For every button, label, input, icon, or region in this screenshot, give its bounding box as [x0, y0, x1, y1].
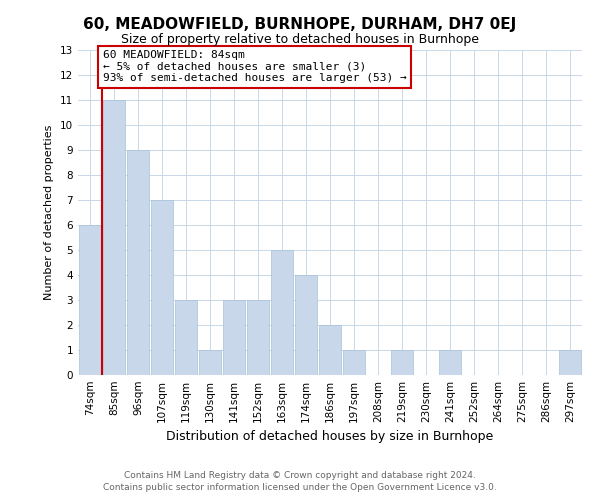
Bar: [295, 275, 317, 375]
Bar: [271, 250, 293, 375]
Bar: [343, 350, 365, 375]
Bar: [319, 325, 341, 375]
Text: 60 MEADOWFIELD: 84sqm
← 5% of detached houses are smaller (3)
93% of semi-detach: 60 MEADOWFIELD: 84sqm ← 5% of detached h…: [103, 50, 406, 83]
Bar: [559, 350, 581, 375]
Text: 60, MEADOWFIELD, BURNHOPE, DURHAM, DH7 0EJ: 60, MEADOWFIELD, BURNHOPE, DURHAM, DH7 0…: [83, 18, 517, 32]
Bar: [247, 300, 269, 375]
X-axis label: Distribution of detached houses by size in Burnhope: Distribution of detached houses by size …: [166, 430, 494, 444]
Bar: [151, 200, 173, 375]
Bar: [79, 225, 101, 375]
Text: Contains HM Land Registry data © Crown copyright and database right 2024.
Contai: Contains HM Land Registry data © Crown c…: [103, 471, 497, 492]
Text: Size of property relative to detached houses in Burnhope: Size of property relative to detached ho…: [121, 32, 479, 46]
Y-axis label: Number of detached properties: Number of detached properties: [44, 125, 55, 300]
Bar: [223, 300, 245, 375]
Bar: [175, 300, 197, 375]
Bar: [127, 150, 149, 375]
Bar: [199, 350, 221, 375]
Bar: [439, 350, 461, 375]
Bar: [391, 350, 413, 375]
Bar: [103, 100, 125, 375]
